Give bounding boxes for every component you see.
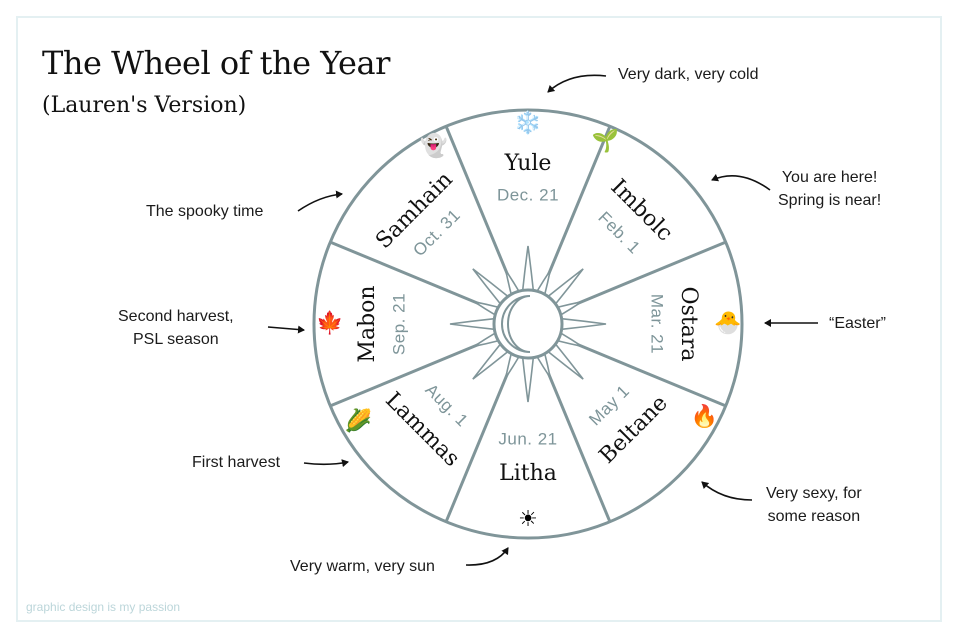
arrow-imbolc xyxy=(711,173,771,191)
sun-ray xyxy=(547,343,584,380)
festival-name: Yule xyxy=(504,151,552,176)
sun-ray xyxy=(472,343,509,380)
sun-ray xyxy=(536,269,551,295)
wheel-divider xyxy=(444,356,516,523)
sun-ray xyxy=(561,317,607,331)
wheel-divider xyxy=(560,336,727,408)
sun-ray xyxy=(473,332,499,347)
wheel-divider xyxy=(540,356,612,523)
sun-icon: ☀ xyxy=(518,506,538,531)
sun-ray xyxy=(449,317,495,331)
maple-leaf-icon: 🍁 xyxy=(316,310,343,335)
note-imbolc: You are here! Spring is near! xyxy=(778,169,882,209)
sun-ray xyxy=(557,301,583,316)
festival-date: Mar. 21 xyxy=(648,294,667,354)
sun-ray xyxy=(536,353,551,379)
wheel-divider xyxy=(540,125,612,292)
arrow-yule xyxy=(547,74,607,93)
sun-ray xyxy=(505,353,520,379)
fire-icon: 🔥 xyxy=(691,404,718,429)
wheel-divider xyxy=(329,240,496,312)
segment-litha: Litha Jun. 21 ☀ xyxy=(498,429,557,530)
arrow-mabon xyxy=(267,325,305,334)
corn-icon: 🌽 xyxy=(345,407,372,433)
sprout-icon: 🌱 xyxy=(592,128,619,153)
note-beltane: Very sexy, for some reason xyxy=(766,485,862,525)
wheel-divider xyxy=(444,125,516,292)
festival-name: Mabon xyxy=(355,285,380,362)
crescent-moon xyxy=(501,295,531,353)
sun-ray xyxy=(547,268,584,305)
page-title: The Wheel of the Year xyxy=(42,44,390,82)
footer-caption: graphic design is my passion xyxy=(26,600,181,614)
annotation-arrows xyxy=(267,74,818,566)
segment-ostara: Ostara Mar. 21 🐣 xyxy=(648,287,742,362)
note-ostara: “Easter” xyxy=(829,315,886,332)
festival-date: Jun. 21 xyxy=(498,429,557,448)
sun-ray xyxy=(473,301,499,316)
sun-ray xyxy=(557,332,583,347)
sun-ray xyxy=(521,357,535,403)
festival-date: Sep. 21 xyxy=(389,293,408,355)
festival-name: Litha xyxy=(499,461,557,486)
wheel-divider xyxy=(560,240,727,312)
sun-ray xyxy=(505,269,520,295)
note-yule: Very dark, very cold xyxy=(618,66,759,83)
note-lammas: First harvest xyxy=(192,454,281,471)
hatching-chick-icon: 🐣 xyxy=(714,310,741,335)
ghost-icon: 👻 xyxy=(420,132,447,159)
note-samhain: The spooky time xyxy=(146,203,264,220)
arrow-litha xyxy=(465,547,509,566)
festival-date: Dec. 21 xyxy=(497,185,559,204)
sun-moon-center-icon xyxy=(449,245,607,403)
snowflake-icon: ❄️ xyxy=(514,110,541,135)
page-subtitle: (Lauren's Version) xyxy=(42,93,247,118)
sun-ray xyxy=(521,245,535,291)
segment-mabon: Mabon Sep. 21 🍁 xyxy=(316,285,408,362)
note-mabon: Second harvest, PSL season xyxy=(118,308,234,348)
wheel-divider xyxy=(329,336,496,408)
sun-ray xyxy=(472,268,509,305)
arrow-samhain xyxy=(297,190,343,212)
arrow-lammas xyxy=(303,459,349,468)
segment-yule: Yule Dec. 21 ❄️ xyxy=(497,110,559,205)
note-litha: Very warm, very sun xyxy=(290,558,435,575)
festival-name: Ostara xyxy=(676,287,701,362)
page-frame xyxy=(16,16,942,622)
arrow-beltane xyxy=(701,481,753,501)
